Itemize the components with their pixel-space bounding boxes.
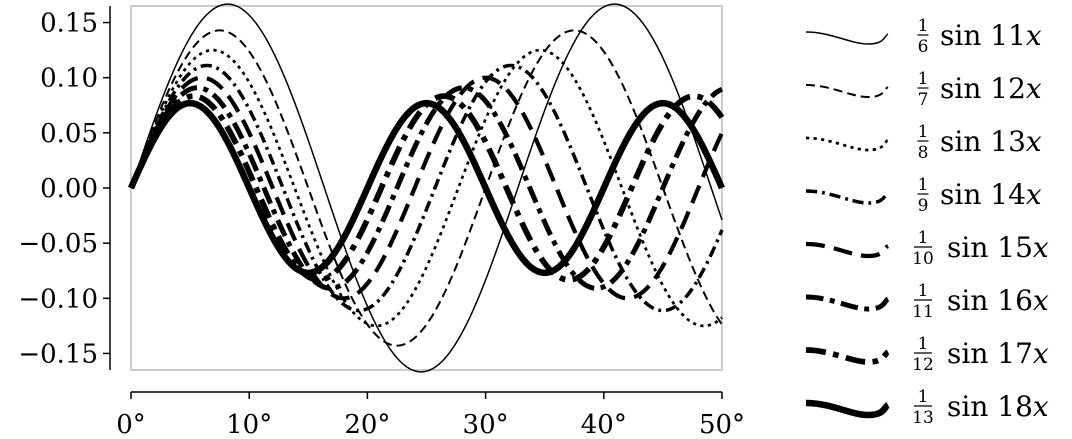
legend-var-label: x	[1033, 284, 1049, 317]
legend-label: sin 13x	[940, 125, 1042, 158]
legend-var-label: x	[1026, 19, 1042, 52]
x-tick-label: 30°	[463, 410, 509, 439]
legend-func-label: sin 17	[947, 337, 1033, 370]
legend-var-label: x	[1026, 178, 1042, 211]
legend-item-3: 18 sin 13x	[805, 122, 1042, 163]
legend-func-label: sin 18	[947, 390, 1033, 423]
series-line-8	[128, 99, 725, 277]
legend-label: sin 15x	[947, 231, 1049, 264]
series-line-6	[128, 85, 724, 291]
y-tick-label: 0.05	[40, 119, 98, 149]
legend-swatch	[805, 84, 889, 99]
x-tick-label: 40°	[581, 410, 627, 439]
x-tick-label: 10°	[226, 410, 272, 439]
series-line-2	[130, 29, 723, 347]
legend-fraction-numerator: 1	[918, 69, 929, 89]
legend-swatch	[805, 399, 890, 419]
y-tick-label: −0.10	[18, 284, 98, 314]
legend-fraction-denominator: 10	[912, 249, 934, 269]
legend-item-8: 113 sin 18x	[805, 387, 1049, 428]
legend-fraction-denominator: 12	[912, 355, 934, 375]
legend-fraction-numerator: 1	[918, 122, 929, 142]
legend-item-1: 16 sin 11x	[805, 16, 1042, 57]
legend-fraction-numerator: 1	[918, 281, 929, 301]
legend-fraction-denominator: 6	[918, 37, 929, 57]
y-tick-label: 0.15	[40, 9, 98, 39]
y-tick-label: 0.00	[40, 174, 98, 204]
legend-func-label: sin 11	[940, 19, 1026, 52]
legend-fraction-numerator: 1	[918, 334, 929, 354]
legend-fraction-denominator: 9	[918, 196, 929, 216]
axes-layer: 0.15 0.10 0.05 0.00 −0.05 −0.10 −0.15 0° 10° 20° 3…	[18, 5, 745, 439]
legend-var-label: x	[1033, 337, 1049, 370]
legend-fraction-denominator: 7	[918, 90, 929, 110]
y-tick-label: −0.05	[18, 229, 98, 259]
legend-fraction-denominator: 8	[918, 143, 929, 163]
legend-fraction-denominator: 11	[912, 302, 934, 322]
legend-func-label: sin 15	[947, 231, 1033, 264]
series-line-5	[129, 75, 724, 301]
legend-fraction-numerator: 1	[918, 228, 929, 248]
legend-label: sin 17x	[947, 337, 1049, 370]
legend-label: sin 18x	[947, 390, 1049, 423]
legend-func-label: sin 13	[940, 125, 1026, 158]
plot-layer	[128, 3, 725, 373]
x-tick-label: 0°	[116, 410, 146, 439]
legend-label: sin 16x	[947, 284, 1049, 317]
legend-item-2: 17 sin 12x	[805, 69, 1042, 110]
legend-item-5: 110 sin 15x	[805, 228, 1049, 269]
legend-func-label: sin 12	[940, 72, 1026, 105]
y-tick-label: −0.15	[18, 339, 98, 369]
legend-func-label: sin 16	[947, 284, 1033, 317]
legend-fraction-numerator: 1	[918, 16, 929, 36]
legend-fraction-numerator: 1	[918, 387, 929, 407]
legend-item-7: 112 sin 17x	[805, 334, 1049, 375]
legend-fraction-numerator: 1	[918, 175, 929, 195]
legend-swatch	[805, 241, 890, 259]
series-line-3	[129, 48, 723, 328]
legend-var-label: x	[1033, 390, 1049, 423]
legend-swatch	[805, 347, 890, 365]
legend-label: sin 12x	[940, 72, 1042, 105]
legend-item-4: 19 sin 14x	[805, 175, 1042, 216]
legend-swatch	[805, 136, 889, 152]
series-line-1	[130, 3, 723, 373]
legend-label: sin 11x	[940, 19, 1042, 52]
legend-swatch	[805, 189, 890, 205]
legend-swatch	[805, 31, 889, 45]
y-tick-label: 0.10	[40, 64, 98, 94]
legend-label: sin 14x	[940, 178, 1042, 211]
x-tick-label: 50°	[699, 410, 745, 439]
x-tick-label: 20°	[344, 410, 390, 439]
legend-fraction-denominator: 13	[912, 408, 934, 428]
legend-var-label: x	[1026, 72, 1042, 105]
legend-item-6: 111 sin 16x	[805, 281, 1049, 322]
legend-swatch	[805, 294, 890, 312]
legend-var-label: x	[1033, 231, 1049, 264]
legend-var-label: x	[1026, 125, 1042, 158]
legend-func-label: sin 14	[940, 178, 1026, 211]
